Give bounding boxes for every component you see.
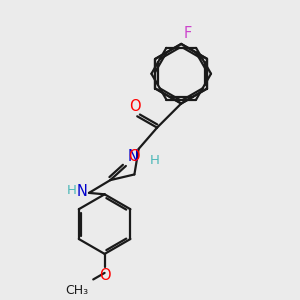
Text: N: N <box>77 184 88 199</box>
Text: O: O <box>129 99 141 114</box>
Text: H: H <box>67 184 77 196</box>
Text: O: O <box>99 268 110 283</box>
Text: N: N <box>127 149 138 164</box>
Text: CH₃: CH₃ <box>65 284 88 297</box>
Text: O: O <box>128 149 140 164</box>
Text: H: H <box>149 154 159 167</box>
Text: F: F <box>184 26 192 40</box>
